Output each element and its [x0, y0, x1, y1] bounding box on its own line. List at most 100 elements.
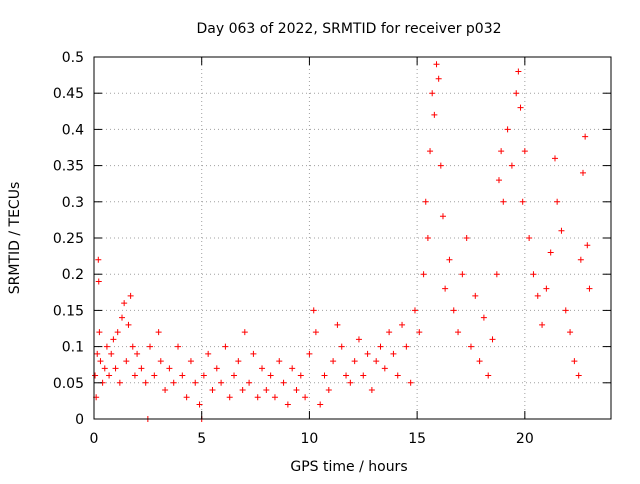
data-point: [317, 401, 324, 408]
x-tick-label: 15: [408, 431, 426, 447]
data-point: [92, 372, 99, 379]
grid-lines: [94, 57, 611, 419]
data-point: [280, 379, 287, 386]
data-point: [271, 394, 278, 401]
data-point: [495, 177, 502, 184]
data-point: [96, 329, 103, 336]
data-point: [429, 90, 436, 97]
data-point: [263, 387, 270, 394]
data-point: [101, 365, 108, 372]
data-point: [472, 292, 479, 299]
data-point: [562, 307, 569, 314]
data-point: [571, 358, 578, 365]
data-point: [246, 379, 253, 386]
data-point: [424, 235, 431, 241]
y-tick-label: 0.4: [62, 122, 84, 138]
data-point: [364, 350, 371, 357]
data-point: [338, 343, 345, 350]
y-tick-label: 0.3: [62, 195, 84, 211]
x-tick-label: 5: [197, 431, 206, 447]
data-point: [351, 358, 358, 365]
x-tick-label: 20: [516, 431, 534, 447]
data-point: [551, 155, 558, 162]
data-point: [530, 271, 537, 278]
data-point: [373, 358, 380, 365]
data-point: [142, 379, 149, 386]
data-point: [325, 387, 332, 394]
data-point: [539, 321, 546, 328]
data-point: [399, 321, 406, 328]
data-point: [500, 198, 507, 205]
data-point: [586, 285, 593, 292]
data-point: [584, 242, 591, 249]
data-point: [411, 307, 418, 314]
data-point: [218, 379, 225, 386]
data-point: [123, 358, 130, 365]
data-point: [310, 307, 317, 314]
data-point: [200, 372, 207, 379]
data-point: [121, 300, 128, 307]
y-tick-label: 0.45: [53, 86, 84, 102]
data-point: [390, 350, 397, 357]
data-point: [368, 387, 375, 394]
data-point: [250, 350, 257, 357]
data-point: [575, 372, 582, 379]
data-point: [543, 285, 550, 292]
data-point: [95, 256, 102, 263]
data-point: [403, 343, 410, 350]
data-point: [157, 358, 164, 365]
data-point: [293, 387, 300, 394]
data-point: [476, 358, 483, 365]
data-point: [289, 365, 296, 372]
data-point: [450, 307, 457, 314]
data-point: [147, 343, 154, 350]
data-point: [183, 394, 190, 401]
data-point: [579, 169, 586, 176]
data-point: [302, 394, 309, 401]
data-point: [407, 379, 414, 386]
data-point: [513, 90, 520, 97]
data-point: [435, 75, 442, 82]
data-point: [554, 198, 561, 205]
data-point: [134, 350, 141, 357]
data-point: [321, 372, 328, 379]
data-point: [480, 314, 487, 321]
data-point: [433, 61, 440, 68]
data-point: [558, 227, 565, 234]
data-point: [485, 372, 492, 379]
data-point: [446, 256, 453, 263]
data-point: [526, 235, 533, 241]
data-point: [103, 343, 110, 350]
axis-ticks: 0 0.05 0.1 0.15 0.2 0.25 0.3 0.35 0.4 0.45 0.5 0 5 10…: [53, 50, 611, 447]
data-point: [175, 343, 182, 350]
data-point: [467, 343, 474, 350]
data-point: [547, 249, 554, 256]
data-point: [330, 358, 337, 365]
data-point: [94, 350, 101, 357]
data-point: [381, 365, 388, 372]
data-point: [306, 350, 313, 357]
data-point: [187, 358, 194, 365]
data-point: [110, 336, 117, 343]
data-point: [108, 350, 115, 357]
data-point: [386, 329, 393, 336]
x-axis-label: GPS time / hours: [290, 459, 407, 475]
data-points: [92, 61, 593, 422]
data-point: [455, 329, 462, 336]
y-tick-label: 0.5: [62, 50, 84, 66]
data-point: [213, 365, 220, 372]
data-point: [567, 329, 574, 336]
data-point: [416, 329, 423, 336]
data-point: [112, 365, 119, 372]
data-point: [129, 343, 136, 350]
data-point: [519, 198, 526, 205]
data-point: [360, 372, 367, 379]
data-point: [493, 271, 500, 278]
y-tick-label: 0.35: [53, 159, 84, 175]
data-point: [231, 372, 238, 379]
data-point: [259, 365, 266, 372]
y-tick-label: 0.2: [62, 267, 84, 283]
